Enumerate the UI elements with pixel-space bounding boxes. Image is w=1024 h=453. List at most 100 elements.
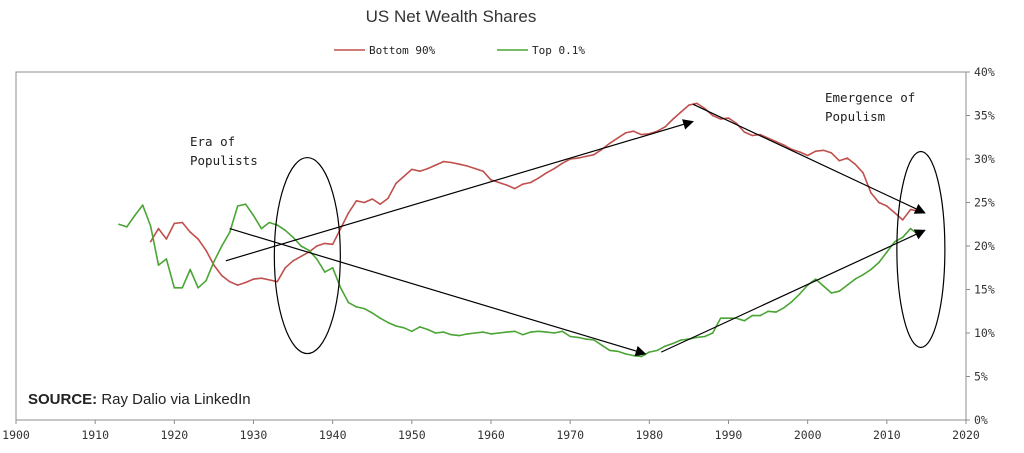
data-point: [371, 312, 374, 314]
data-point: [609, 349, 611, 352]
data-point: [165, 238, 168, 240]
data-point: [189, 268, 191, 271]
data-point: [553, 167, 556, 170]
data-point: [434, 332, 437, 334]
x-tick-label: 1910: [81, 428, 109, 442]
data-point: [197, 238, 199, 240]
data-point: [252, 214, 255, 217]
data-point: [743, 131, 746, 133]
data-point: [711, 332, 714, 334]
legend: Bottom 90% Top 0.1%: [334, 44, 585, 57]
data-point: [814, 150, 817, 152]
data-point: [767, 310, 769, 313]
y-tick-label: 25%: [974, 196, 995, 210]
data-point: [656, 349, 659, 352]
data-point: [355, 306, 358, 308]
data-point: [363, 307, 366, 310]
x-tick-label: 2020: [952, 428, 980, 442]
data-point: [680, 111, 682, 113]
data-point: [268, 279, 271, 281]
data-point: [624, 353, 627, 355]
data-point: [727, 117, 730, 119]
data-point: [260, 277, 263, 280]
data-point: [244, 281, 247, 284]
data-point: [371, 198, 374, 200]
data-point: [822, 285, 825, 287]
y-tick-label: 10%: [974, 326, 995, 340]
data-point: [632, 130, 635, 132]
data-point: [324, 242, 326, 245]
data-point: [648, 351, 651, 353]
data-point: [339, 287, 342, 289]
data-point: [434, 164, 437, 166]
y-tick-label: 30%: [974, 152, 995, 166]
data-point: [846, 284, 849, 286]
data-point: [624, 132, 627, 134]
data-point: [458, 163, 461, 165]
data-point: [308, 249, 310, 252]
data-point: [316, 258, 318, 260]
x-tick-label: 1940: [319, 428, 347, 442]
data-point: [664, 126, 666, 128]
data-point: [901, 236, 904, 239]
data-point: [751, 134, 754, 137]
x-axis: 1900 1910 1920 1930 1940 1950 1960 1970 1980 1990…: [2, 420, 980, 442]
data-point: [854, 163, 856, 165]
data-point: [846, 157, 849, 159]
data-point: [506, 331, 508, 333]
y-tick-label: 0%: [974, 413, 988, 427]
data-point: [830, 152, 833, 154]
data-point: [529, 181, 532, 184]
data-point: [719, 317, 722, 320]
x-tick-label: 1970: [556, 428, 584, 442]
data-point: [688, 104, 690, 106]
data-point: [276, 280, 279, 283]
data-point: [799, 151, 801, 153]
x-tick-label: 1980: [635, 428, 663, 442]
data-point: [450, 333, 453, 336]
x-tick-label: 1900: [2, 428, 30, 442]
data-point: [672, 118, 674, 120]
data-point: [355, 200, 358, 202]
data-point: [870, 192, 872, 194]
data-point: [157, 227, 160, 230]
data-point: [783, 307, 785, 309]
data-point: [221, 274, 223, 277]
data-point: [775, 311, 777, 313]
data-point: [886, 205, 888, 207]
data-point: [490, 333, 492, 335]
data-point: [118, 223, 120, 226]
data-point: [529, 331, 532, 333]
data-point: [909, 227, 912, 230]
data-point: [331, 267, 334, 269]
data-point: [157, 264, 160, 266]
y-tick-label: 35%: [974, 109, 995, 123]
data-point: [149, 240, 152, 243]
data-point: [735, 122, 738, 125]
data-point: [292, 236, 294, 239]
data-point: [474, 167, 477, 170]
data-point: [799, 293, 801, 295]
data-point: [696, 102, 698, 105]
data-point: [672, 342, 674, 345]
y-tick-label: 15%: [974, 283, 995, 297]
x-tick-label: 1990: [715, 428, 743, 442]
data-point: [498, 332, 500, 334]
data-point: [870, 268, 872, 271]
data-point: [862, 172, 864, 174]
data-point: [640, 355, 643, 358]
data-point: [886, 251, 888, 253]
data-point: [173, 287, 176, 289]
data-point: [909, 208, 912, 211]
data-point: [403, 175, 405, 178]
data-point: [126, 226, 128, 228]
data-point: [268, 221, 271, 224]
data-point: [545, 331, 548, 333]
data-point: [205, 249, 207, 252]
data-point: [704, 107, 706, 110]
trend-arrow: [225, 119, 694, 262]
data-point: [387, 321, 389, 324]
data-point: [149, 225, 152, 227]
data-point: [252, 278, 255, 280]
source-label: SOURCE:: [28, 391, 98, 408]
